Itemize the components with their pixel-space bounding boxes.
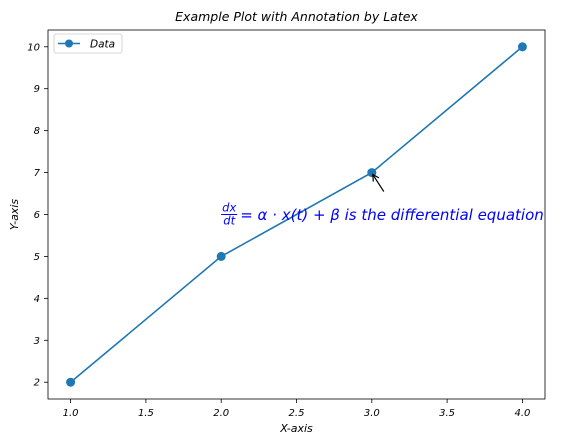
x-tick-label: 2.5 [289,408,305,419]
annotation-text: = α · x(t) + β is the differential equat… [240,206,544,224]
annotation-fraction-numerator: dx [222,201,236,215]
x-tick-label: 1.5 [138,408,154,419]
y-tick-label: 10 [27,42,40,53]
legend: Data [53,33,123,54]
y-tick-label: 4 [34,294,40,305]
annotation-arrow-head [372,173,380,182]
legend-marker-swatch [65,39,73,48]
y-tick-label: 6 [34,210,40,221]
x-tick-label: 3.0 [364,408,380,419]
chart-title: Example Plot with Annotation by Latex [175,9,418,24]
annotation-fraction-denominator: dt [223,214,235,228]
legend-entry-data: Data [90,39,115,51]
y-tick-label: 2 [34,378,40,389]
annotation: dx dt = α · x(t) + β is the differential… [221,173,544,228]
x-tick-label: 3.5 [439,408,455,419]
x-tick-label: 2.0 [213,408,229,419]
y-tick-label: 5 [34,252,40,263]
y-tick-label: 3 [34,336,40,347]
x-tick-label: 4.0 [514,408,530,419]
series-line-data [70,46,523,383]
y-axis-ticks: 2 3 4 5 6 7 8 9 10 [27,42,48,389]
x-axis-ticks: 1.0 1.5 2.0 2.5 3.0 3.5 4.0 [63,399,530,419]
y-tick-label: 7 [34,168,41,179]
x-axis-label: X-axis [279,422,313,435]
annotation-arrow [372,174,385,192]
x-tick-label: 1.0 [63,408,79,419]
data-point [517,42,527,52]
legend-box [53,33,123,54]
y-axis-label: Y-axis [8,199,21,230]
y-tick-label: 8 [34,126,40,137]
data-point [66,377,76,387]
y-tick-label: 9 [34,84,40,95]
data-point [216,251,226,261]
